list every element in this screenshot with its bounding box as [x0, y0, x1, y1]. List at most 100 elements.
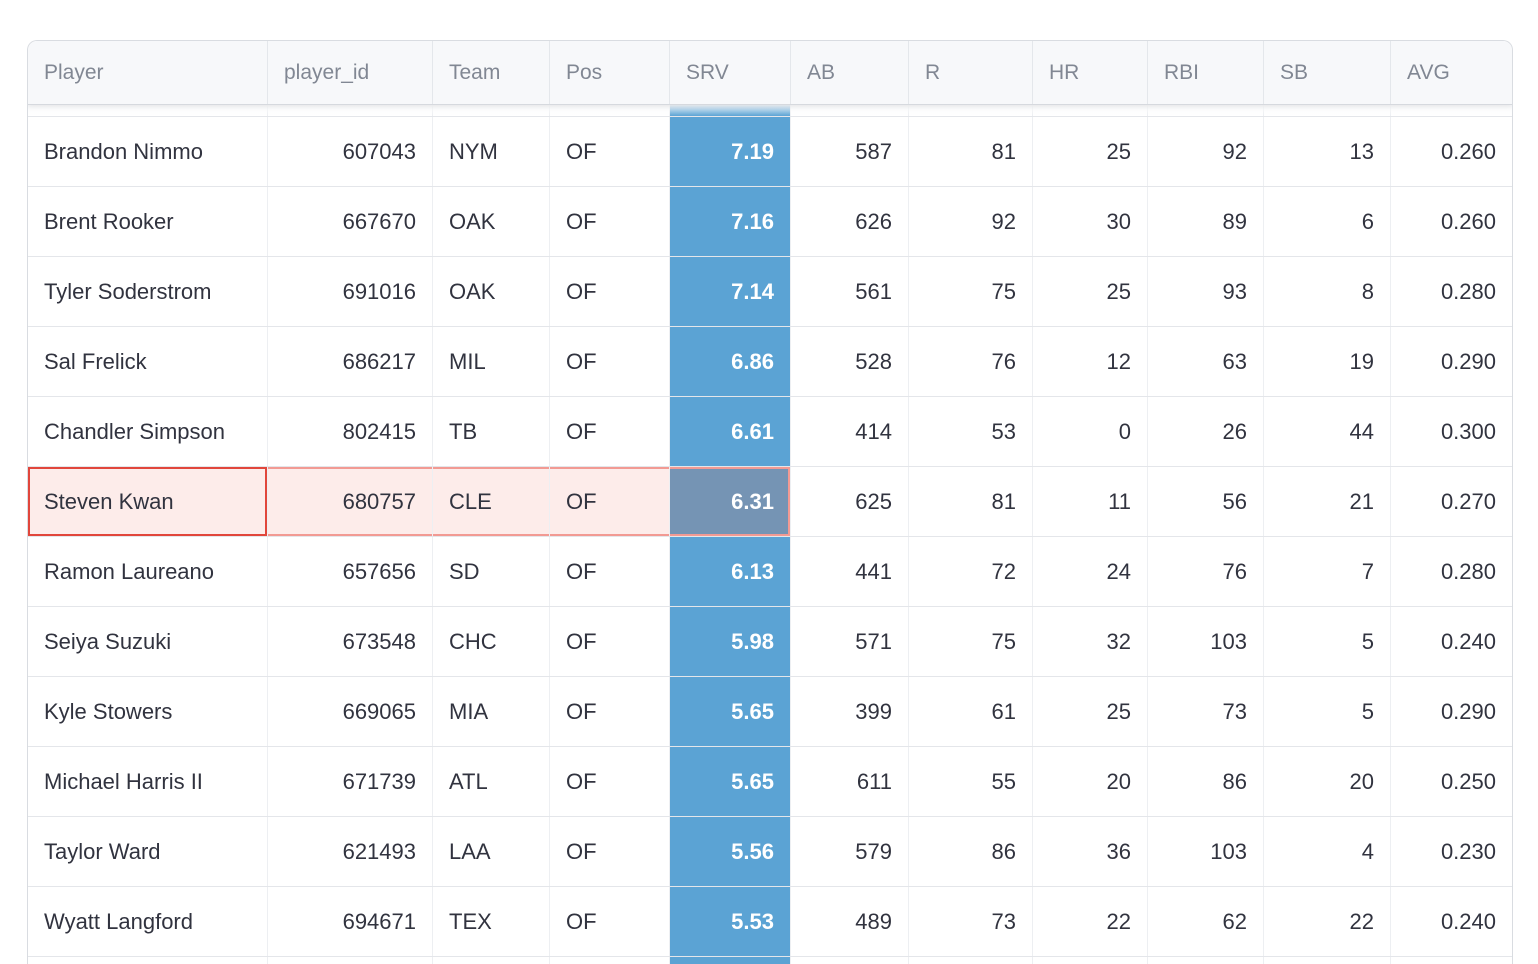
cell-player[interactable]: Sal Frelick: [28, 327, 268, 396]
cell-team[interactable]: LAA: [433, 817, 550, 886]
cell-sb[interactable]: 6: [1264, 187, 1391, 256]
cell-pos[interactable]: OF: [550, 117, 670, 186]
cell-rbi[interactable]: 73: [1148, 677, 1264, 746]
cell-r[interactable]: 53: [909, 397, 1033, 466]
cell-srv[interactable]: 5.56: [670, 817, 791, 886]
cell-rbi[interactable]: 26: [1148, 397, 1264, 466]
cell-avg[interactable]: 0.270: [1440, 488, 1496, 514]
cell-ab[interactable]: 528: [791, 327, 909, 396]
cell-hr[interactable]: 0: [1033, 397, 1148, 466]
cell-team[interactable]: MIA: [433, 677, 550, 746]
cell-player_id[interactable]: 691016: [268, 257, 433, 326]
cell-avg[interactable]: 0.300: [1440, 418, 1496, 444]
cell-sb[interactable]: 21: [1264, 467, 1391, 536]
cell-ab[interactable]: 625: [791, 467, 909, 536]
cell-avg[interactable]: 0.280: [1440, 558, 1496, 584]
cell-ab[interactable]: 626: [791, 187, 909, 256]
cell-pos[interactable]: OF: [550, 677, 670, 746]
cell-srv[interactable]: 5.53: [670, 887, 791, 956]
cell-rbi[interactable]: 103: [1148, 607, 1264, 676]
cell-sb[interactable]: 7: [1264, 537, 1391, 606]
cell-avg[interactable]: 0.230: [1440, 838, 1496, 864]
cell-srv[interactable]: 5.98: [670, 607, 791, 676]
cell-r[interactable]: 75: [909, 607, 1033, 676]
cell-pos[interactable]: OF: [550, 257, 670, 326]
cell-r[interactable]: 75: [909, 257, 1033, 326]
cell-player[interactable]: Chandler Simpson: [28, 397, 268, 466]
cell-player_id[interactable]: 686217: [268, 327, 433, 396]
cell-player[interactable]: Michael Harris II: [28, 747, 268, 816]
cell-r[interactable]: 61: [909, 677, 1033, 746]
cell-ab[interactable]: 571: [791, 607, 909, 676]
cell-ab[interactable]: 579: [791, 817, 909, 886]
cell-srv[interactable]: 6.13: [670, 537, 791, 606]
cell-player[interactable]: Ramon Laureano: [28, 537, 268, 606]
cell-pos[interactable]: OF: [550, 887, 670, 956]
cell-srv[interactable]: 7.16: [670, 187, 791, 256]
cell-r[interactable]: 81: [909, 117, 1033, 186]
cell-ab[interactable]: 441: [791, 537, 909, 606]
cell-player[interactable]: Tyler Soderstrom: [28, 257, 268, 326]
cell-sb[interactable]: 5: [1264, 607, 1391, 676]
cell-sb[interactable]: 5: [1264, 677, 1391, 746]
cell-ab[interactable]: 611: [791, 747, 909, 816]
cell-team[interactable]: OAK: [433, 187, 550, 256]
cell-sb[interactable]: 22: [1264, 887, 1391, 956]
cell-pos[interactable]: OF: [550, 397, 670, 466]
column-header-srv[interactable]: SRV: [670, 41, 791, 104]
cell-hr[interactable]: 11: [1033, 467, 1148, 536]
column-header-rbi[interactable]: RBI: [1148, 41, 1264, 104]
cell-srv[interactable]: 7.19: [670, 117, 791, 186]
cell-player-selected[interactable]: Steven Kwan: [28, 467, 268, 536]
cell-ab[interactable]: 587: [791, 117, 909, 186]
column-header-team[interactable]: Team: [433, 41, 550, 104]
cell-r[interactable]: 72: [909, 537, 1033, 606]
cell-team[interactable]: NYM: [433, 117, 550, 186]
cell-player_id[interactable]: 802415: [268, 397, 433, 466]
cell-ab[interactable]: 561: [791, 257, 909, 326]
cell-hr[interactable]: 20: [1033, 747, 1148, 816]
cell-team[interactable]: CHC: [433, 607, 550, 676]
cell-player_id[interactable]: 669065: [268, 677, 433, 746]
cell-player_id[interactable]: 671739: [268, 747, 433, 816]
cell-ab[interactable]: 414: [791, 397, 909, 466]
cell-player[interactable]: Brandon Nimmo: [28, 117, 268, 186]
cell-rbi[interactable]: 93: [1148, 257, 1264, 326]
cell-player[interactable]: Kyle Stowers: [28, 677, 268, 746]
cell-sb[interactable]: 19: [1264, 327, 1391, 396]
cell-rbi[interactable]: 76: [1148, 537, 1264, 606]
cell-r[interactable]: 76: [909, 327, 1033, 396]
cell-team[interactable]: TEX: [433, 887, 550, 956]
cell-player_id[interactable]: 673548: [268, 607, 433, 676]
column-header-avg[interactable]: AVG: [1407, 60, 1450, 84]
column-header-pos[interactable]: Pos: [550, 41, 670, 104]
cell-ab[interactable]: 489: [791, 887, 909, 956]
cell-avg[interactable]: 0.240: [1440, 628, 1496, 654]
cell-rbi[interactable]: 103: [1148, 817, 1264, 886]
cell-r[interactable]: 92: [909, 187, 1033, 256]
cell-hr[interactable]: 25: [1033, 677, 1148, 746]
cell-r[interactable]: 73: [909, 887, 1033, 956]
cell-player[interactable]: Brent Rooker: [28, 187, 268, 256]
column-header-player_id[interactable]: player_id: [268, 41, 433, 104]
cell-r[interactable]: 55: [909, 747, 1033, 816]
cell-sb[interactable]: 4: [1264, 817, 1391, 886]
cell-srv[interactable]: 6.31: [670, 467, 791, 536]
cell-avg[interactable]: 0.260: [1440, 138, 1496, 164]
cell-r[interactable]: 81: [909, 467, 1033, 536]
cell-team[interactable]: TB: [433, 397, 550, 466]
cell-player_id[interactable]: 667670: [268, 187, 433, 256]
cell-ab[interactable]: 399: [791, 677, 909, 746]
cell-rbi[interactable]: 92: [1148, 117, 1264, 186]
cell-avg[interactable]: 0.290: [1440, 698, 1496, 724]
cell-rbi[interactable]: 89: [1148, 187, 1264, 256]
cell-team[interactable]: MIL: [433, 327, 550, 396]
column-header-player[interactable]: Player: [28, 41, 268, 104]
cell-team[interactable]: ATL: [433, 747, 550, 816]
cell-r[interactable]: 86: [909, 817, 1033, 886]
cell-pos[interactable]: OF: [550, 187, 670, 256]
cell-pos[interactable]: OF: [550, 817, 670, 886]
cell-rbi[interactable]: 62: [1148, 887, 1264, 956]
cell-avg[interactable]: 0.250: [1440, 768, 1496, 794]
column-header-sb[interactable]: SB: [1264, 41, 1391, 104]
